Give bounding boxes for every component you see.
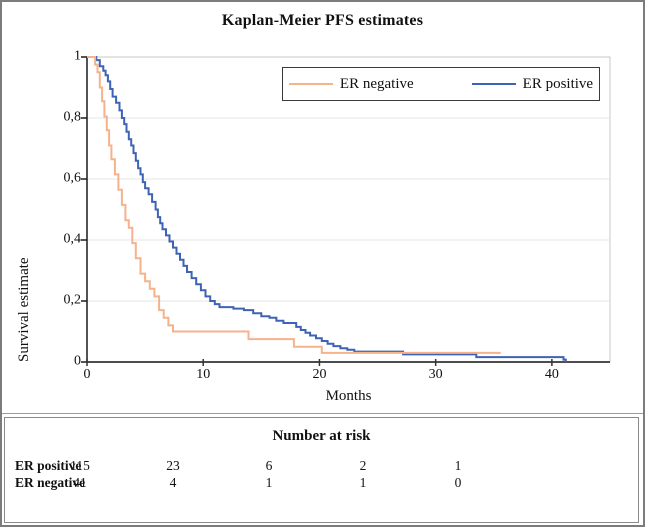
- km-plot-svg: [81, 56, 611, 366]
- x-tick-label: 10: [196, 367, 211, 382]
- risk-table-title: Number at risk: [272, 428, 371, 444]
- risk-value: 23: [166, 458, 180, 473]
- legend-label-er-negative: ER negative: [339, 75, 414, 92]
- curve-er-negative: [87, 56, 501, 354]
- section-divider: [2, 413, 643, 414]
- risk-value: 1: [359, 475, 367, 490]
- risk-row-label: ER positive: [15, 458, 82, 473]
- risk-value: 6: [265, 458, 273, 473]
- legend-entry-er-negative: ER negative: [288, 75, 414, 93]
- y-tick-label: 0,2: [63, 292, 82, 308]
- x-tick-label: 30: [428, 367, 443, 382]
- x-axis-label: Months: [325, 388, 372, 404]
- risk-row-label: ER negative: [15, 475, 86, 490]
- y-tick-label: 1: [74, 48, 81, 64]
- y-tick-label: 0,6: [63, 170, 82, 186]
- er-positive-line-swatch-icon: [471, 83, 516, 85]
- y-tick-label: 0,8: [63, 109, 82, 125]
- risk-row-er-positive: ER positive 115 23 6 2 1: [5, 458, 638, 475]
- y-axis-label: Survival estimate: [16, 257, 32, 362]
- y-tick-label: 0: [74, 353, 81, 369]
- risk-row-er-negative: ER negative 41 4 1 1 0: [5, 475, 638, 492]
- risk-value: 2: [359, 458, 367, 473]
- risk-value: 4: [169, 475, 177, 490]
- x-tick-label: 20: [312, 367, 327, 382]
- risk-value: 0: [454, 475, 462, 490]
- curve-er-positive: [87, 56, 567, 362]
- er-negative-line-swatch-icon: [288, 83, 333, 85]
- legend-label-er-positive: ER positive: [522, 75, 594, 92]
- risk-value: 1: [454, 458, 462, 473]
- page-title: Kaplan-Meier PFS estimates: [221, 12, 424, 29]
- y-tick-label: 0,4: [63, 231, 82, 247]
- risk-table: Number at risk ER positive 115 23 6 2 1 ER neg…: [4, 417, 639, 523]
- x-tick-label: 40: [544, 367, 559, 382]
- risk-value: 115: [70, 458, 90, 473]
- legend-entry-er-positive: ER positive: [471, 75, 594, 93]
- legend: ER negative ER positive: [282, 67, 600, 101]
- risk-value: 1: [265, 475, 273, 490]
- x-tick-label: 0: [83, 367, 91, 382]
- risk-value: 41: [73, 475, 87, 490]
